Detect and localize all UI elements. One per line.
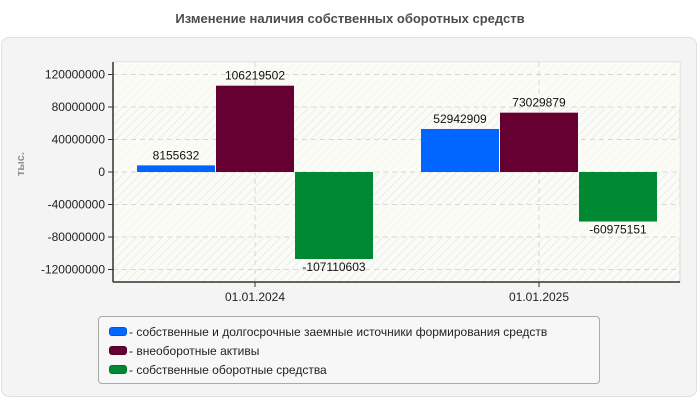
- legend-item-noncurrent-assets: - внеоборотные активы: [109, 341, 599, 360]
- y-tick-label: 120000000: [45, 68, 105, 82]
- y-tick-label: 40000000: [52, 133, 106, 147]
- y-tick-label: -80000000: [48, 230, 106, 244]
- legend-swatch-green: [109, 365, 127, 374]
- data-label: -107110603: [302, 260, 365, 274]
- data-label: 8155632: [153, 148, 200, 162]
- legend-swatch-blue: [109, 327, 127, 336]
- y-tick-label: 80000000: [52, 100, 106, 114]
- legend-swatch-maroon: [109, 346, 127, 355]
- bar: [295, 172, 373, 260]
- bar: [579, 172, 657, 222]
- data-label: -60975151: [589, 223, 647, 237]
- bar: [137, 165, 215, 172]
- y-tick-label: -40000000: [48, 198, 106, 212]
- y-tick-label: -120000000: [41, 263, 105, 277]
- legend-label: - внеоборотные активы: [129, 343, 260, 358]
- y-tick-label: 0: [98, 165, 105, 179]
- data-labels: 8155632 52942909 106219502 73029879 -1071106…: [153, 69, 647, 274]
- legend: - собственные и долгосрочные заемные ист…: [98, 316, 600, 384]
- bars: [137, 85, 657, 260]
- bar: [500, 112, 578, 172]
- bar: [421, 128, 499, 172]
- legend-label: - собственные оборотные средства: [129, 362, 327, 377]
- data-label: 73029879: [512, 96, 566, 110]
- legend-item-working-capital: - собственные оборотные средства: [109, 360, 599, 379]
- bar: [216, 85, 294, 172]
- data-label: 106219502: [225, 69, 285, 83]
- data-label: 52942909: [433, 112, 487, 126]
- legend-label: - собственные и долгосрочные заемные ист…: [129, 324, 548, 339]
- y-axis-ticks: 120000000 80000000 40000000 0 -40000000 -8000…: [41, 68, 113, 277]
- x-tick-label: 01.01.2024: [225, 290, 285, 304]
- chart-title: Изменение наличия собственных оборотных …: [175, 11, 525, 26]
- x-axis-ticks: 01.01.2024 01.01.2025: [225, 282, 569, 304]
- legend-item-sources: - собственные и долгосрочные заемные ист…: [109, 322, 599, 341]
- x-tick-label: 01.01.2025: [509, 290, 569, 304]
